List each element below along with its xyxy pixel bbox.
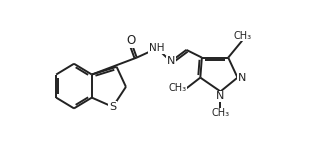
Text: N: N [238, 73, 246, 83]
Text: CH₃: CH₃ [211, 108, 229, 118]
Text: S: S [109, 102, 116, 112]
Text: CH₃: CH₃ [233, 31, 251, 41]
Text: N: N [216, 91, 225, 101]
Text: O: O [126, 34, 135, 47]
Text: CH₃: CH₃ [168, 83, 186, 93]
Text: N: N [167, 56, 175, 66]
Text: NH: NH [149, 43, 165, 53]
